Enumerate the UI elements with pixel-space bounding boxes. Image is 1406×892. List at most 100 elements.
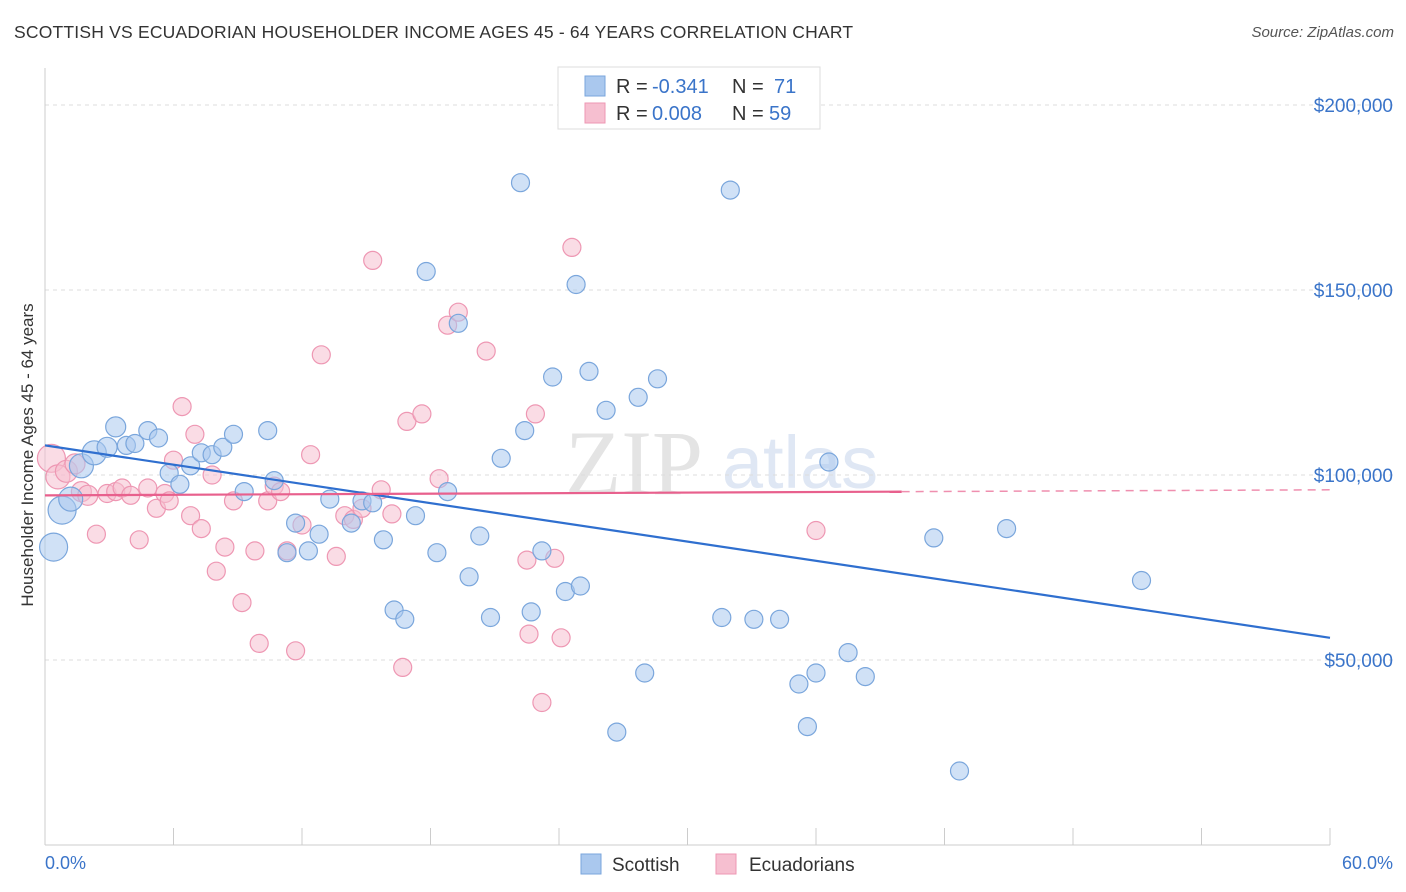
ecuadorians-point (412, 404, 432, 424)
ecuadorians-point (393, 657, 413, 678)
scottish-point (416, 261, 436, 282)
ecuadorians-point (172, 397, 192, 417)
scottish-point (491, 448, 511, 468)
scottish-point (427, 543, 447, 563)
legend-bottom-label-ecuadorians: Ecuadorians (749, 855, 855, 876)
ecuadorians-point (551, 628, 571, 648)
legend-n-value-ecuadorians: 59 (769, 103, 791, 125)
trendline-ecuadorians (44, 490, 902, 497)
legend-n-value-scottish: 71 (774, 76, 796, 98)
legend-n-label-scottish: N = (732, 76, 764, 98)
legend-r-label-ecuadorians: R = (616, 103, 648, 125)
ecuadorians-point (532, 692, 552, 713)
legend-top: R = -0.341 N = 71 R = 0.008 N = 59 (557, 66, 821, 130)
scottish-point (515, 421, 535, 441)
y-axis-label: Householder Income Ages 45 - 64 years (18, 303, 37, 606)
scottish-point (596, 400, 616, 420)
y-tick-label: $50,000 (1324, 651, 1393, 672)
scottish-point (234, 482, 254, 502)
scottish-point (797, 716, 818, 737)
scottish-point (341, 513, 361, 533)
y-tick-label: $150,000 (1314, 281, 1393, 302)
ecuadorians-point (138, 478, 158, 498)
legend-r-value-ecuadorians: 0.008 (652, 103, 702, 125)
scottish-point (395, 609, 415, 629)
scottish-point (607, 722, 627, 742)
legend-swatch-ecuadorians (584, 102, 606, 124)
watermark-atlas: atlas (722, 421, 878, 504)
ecuadorians-point (476, 341, 496, 361)
scottish-point (373, 530, 393, 550)
y-tick-label: $200,000 (1314, 96, 1393, 117)
source-attribution: Source: ZipAtlas.com (1251, 24, 1394, 41)
legend-bottom: Scottish Ecuadorians (580, 853, 855, 876)
series-ecuadorians-points (36, 237, 826, 713)
ecuadorians-point (397, 411, 417, 431)
ecuadorians-point (181, 506, 201, 526)
scottish-point (213, 437, 233, 457)
scottish-point (510, 173, 531, 193)
gridlines (45, 104, 1393, 661)
scottish-point (628, 387, 648, 407)
ecuadorians-point (517, 550, 537, 570)
scottish-point (258, 421, 278, 441)
legend-r-value-scottish: -0.341 (652, 76, 709, 98)
scottish-point (579, 361, 599, 381)
ecuadorians-point (232, 592, 252, 613)
ecuadorians-point (129, 530, 149, 550)
scottish-point (949, 761, 970, 781)
scottish-point (480, 607, 501, 628)
trendline-ecuadorians-extension (901, 489, 1331, 493)
scottish-point (744, 609, 764, 629)
x-tick-label-min: 0.0% (45, 853, 86, 873)
legend-bottom-label-scottish: Scottish (612, 855, 680, 876)
scottish-point (58, 486, 84, 512)
ecuadorians-point (311, 345, 331, 365)
scottish-point (1131, 570, 1152, 591)
scottish-point (309, 524, 329, 544)
scottish-point (647, 369, 668, 389)
scottish-point (148, 428, 169, 448)
scottish-point (298, 541, 318, 561)
scottish-point (170, 474, 190, 494)
scottish-point (459, 567, 479, 587)
ecuadorians-point (86, 524, 107, 544)
ecuadorians-point (382, 504, 402, 524)
legend-bottom-swatch-ecuadorians (715, 853, 737, 875)
legend-swatch-scottish (584, 75, 606, 97)
legend-bottom-swatch-scottish (580, 853, 602, 875)
trendlines (44, 444, 1331, 639)
x-tick-label-max: 60.0% (1342, 853, 1393, 873)
scottish-point (125, 433, 145, 454)
scottish-point (542, 367, 563, 387)
y-tick-labels: $50,000 $100,000 $150,000 $200,000 (1314, 96, 1393, 672)
legend-n-label-ecuadorians: N = (732, 103, 764, 125)
scottish-point (819, 452, 839, 472)
x-ticks (44, 828, 1331, 845)
scottish-point (855, 666, 875, 687)
scottish-point (806, 663, 826, 683)
ecuadorians-point (185, 424, 205, 444)
ecuadorians-point (286, 641, 306, 661)
ecuadorians-point (215, 537, 235, 557)
ecuadorians-point (519, 624, 539, 644)
scottish-point (996, 518, 1017, 539)
scottish-point (223, 424, 244, 444)
watermark-zip: ZIP (565, 412, 703, 514)
chart-title: SCOTTISH VS ECUADORIAN HOUSEHOLDER INCOM… (14, 22, 854, 42)
ecuadorians-point (301, 445, 321, 465)
scottish-point (789, 674, 809, 694)
scottish-point (286, 513, 306, 533)
scottish-point (720, 180, 740, 200)
scottish-point (712, 607, 732, 628)
ecuadorians-point (206, 561, 226, 581)
legend-r-label-scottish: R = (616, 76, 648, 98)
ecuadorians-point (806, 520, 826, 541)
scottish-point (635, 663, 655, 683)
scottish-point (448, 313, 468, 333)
scottish-point (38, 532, 69, 562)
ecuadorians-point (159, 491, 179, 511)
ecuadorians-point (191, 518, 211, 539)
y-tick-label: $100,000 (1314, 466, 1393, 487)
